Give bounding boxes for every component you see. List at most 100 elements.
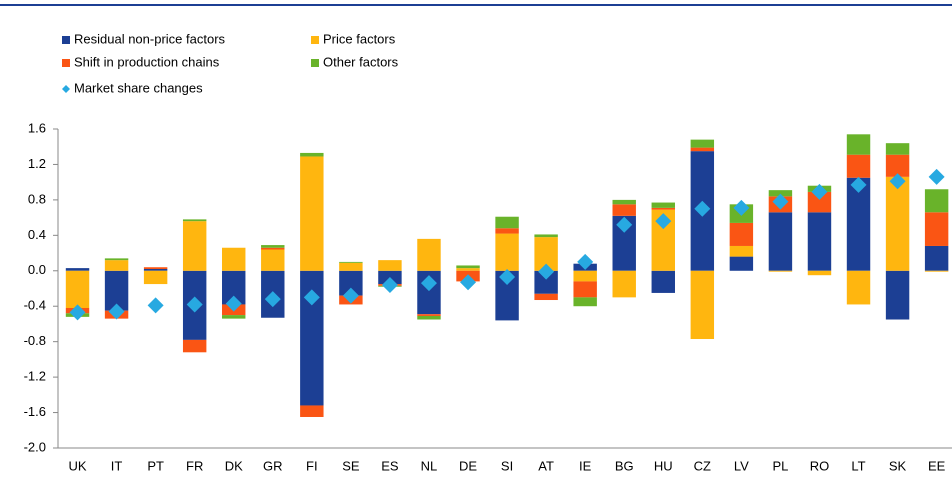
legend-label: Other factors xyxy=(323,54,399,69)
bar-segment xyxy=(417,315,441,320)
marker xyxy=(147,297,164,314)
bar-segment xyxy=(300,152,324,157)
bar-segment xyxy=(417,314,441,316)
marker xyxy=(108,303,125,320)
legend-label: Market share changes xyxy=(74,80,203,95)
marker xyxy=(420,275,437,292)
legend-swatch xyxy=(62,36,70,44)
bar-segment xyxy=(885,176,910,271)
bar-segment xyxy=(222,247,246,271)
bar-segment xyxy=(143,270,168,285)
bar-segment xyxy=(104,260,129,271)
x-tick-label: DK xyxy=(225,458,243,473)
marker xyxy=(225,295,242,312)
legend-swatch xyxy=(311,59,319,67)
bar-segment xyxy=(300,405,324,417)
x-tick-label: UK xyxy=(68,458,86,473)
bar-segment xyxy=(300,270,324,406)
bar-segment xyxy=(612,204,636,216)
bar-segment xyxy=(300,156,324,271)
bar-segment xyxy=(339,261,363,263)
marker xyxy=(381,276,398,293)
bar-segment xyxy=(417,238,441,271)
marker xyxy=(655,213,672,230)
x-tick-label: LT xyxy=(851,458,865,473)
legend-label: Shift in production chains xyxy=(74,54,220,69)
bar-segment xyxy=(924,245,949,271)
bar-segment xyxy=(495,233,519,271)
bar-segment xyxy=(65,270,90,308)
bar-segment xyxy=(729,256,754,271)
legend-label: Residual non-price factors xyxy=(74,31,226,46)
y-tick-label: 1.2 xyxy=(28,156,46,171)
bar-segment xyxy=(65,268,90,271)
bar-segment xyxy=(339,262,363,271)
x-tick-label: LV xyxy=(734,458,749,473)
marker xyxy=(264,291,281,308)
y-tick-label: -2.0 xyxy=(24,439,46,454)
bar-segment xyxy=(729,245,754,257)
bar-segment xyxy=(495,228,519,234)
bar-segment xyxy=(534,270,558,294)
bar-segment xyxy=(924,270,949,272)
bar-segment xyxy=(807,212,832,271)
x-tick-label: NL xyxy=(421,458,438,473)
marker xyxy=(889,173,906,190)
bar-segment xyxy=(534,234,558,238)
bar-segment xyxy=(339,270,363,296)
bar-segment xyxy=(768,270,793,272)
bar-segment xyxy=(534,293,558,301)
x-tick-label: BG xyxy=(615,458,634,473)
bar-segment xyxy=(534,237,558,271)
x-tick-label: IT xyxy=(111,458,123,473)
bar-segment xyxy=(924,212,949,246)
marker xyxy=(460,274,477,291)
bar-segment xyxy=(261,245,285,248)
bar-segment xyxy=(182,339,207,353)
marker xyxy=(69,304,86,321)
marker xyxy=(616,216,633,233)
bar-segment xyxy=(143,269,168,271)
x-tick-label: GR xyxy=(263,458,283,473)
bar-segment xyxy=(768,212,793,271)
bar-segment xyxy=(456,265,480,269)
y-tick-label: -0.8 xyxy=(24,333,46,348)
bar-segment xyxy=(846,154,871,178)
legend-swatch xyxy=(311,36,319,44)
bar-segment xyxy=(651,202,675,208)
y-tick-label: -1.6 xyxy=(24,404,46,419)
marker xyxy=(694,200,711,217)
bar-segment xyxy=(924,189,949,213)
bar-segment xyxy=(612,199,636,205)
x-tick-label: SI xyxy=(501,458,513,473)
y-tick-label: 0.8 xyxy=(28,191,46,206)
bar-segment xyxy=(573,297,597,307)
x-tick-label: RO xyxy=(810,458,830,473)
bar-segment xyxy=(846,177,871,271)
x-tick-label: PL xyxy=(772,458,788,473)
x-tick-label: ES xyxy=(381,458,399,473)
y-tick-label: 0.0 xyxy=(28,262,46,277)
x-tick-label: SK xyxy=(889,458,907,473)
bar-segment xyxy=(261,249,285,271)
bar-segment xyxy=(807,191,832,213)
y-tick-label: -1.2 xyxy=(24,369,46,384)
marker xyxy=(342,287,359,304)
bar-segment xyxy=(182,219,207,222)
bar-segment xyxy=(885,270,910,320)
x-tick-label: IE xyxy=(579,458,592,473)
y-tick-label: 0.4 xyxy=(28,227,46,242)
legend-swatch xyxy=(62,59,70,67)
bar-segment xyxy=(143,267,168,270)
bar-segment xyxy=(846,134,871,155)
bar-segment xyxy=(495,270,519,321)
bar-segment xyxy=(612,215,636,271)
marker xyxy=(928,168,945,185)
bar-segment xyxy=(690,139,715,148)
bar-segment xyxy=(768,190,793,197)
x-tick-label: CZ xyxy=(694,458,711,473)
bar-segment xyxy=(222,270,246,305)
x-tick-label: HU xyxy=(654,458,673,473)
